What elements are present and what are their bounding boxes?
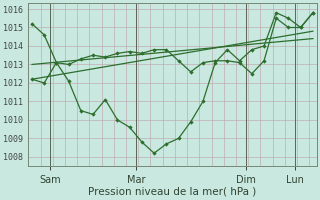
X-axis label: Pression niveau de la mer( hPa ): Pression niveau de la mer( hPa ) bbox=[88, 187, 257, 197]
